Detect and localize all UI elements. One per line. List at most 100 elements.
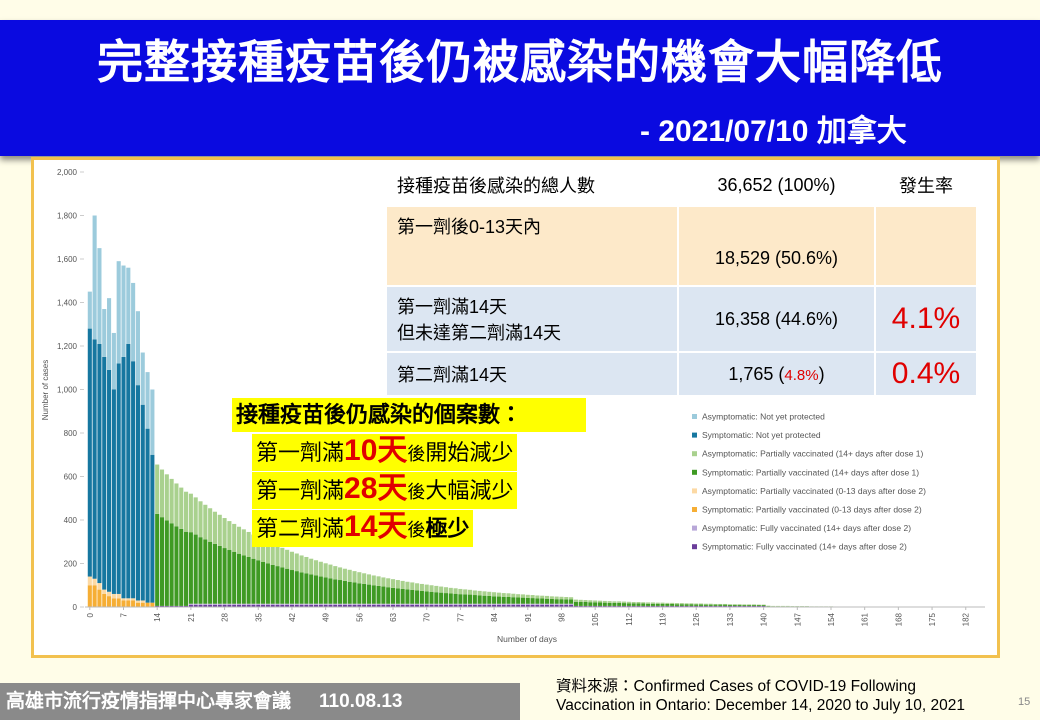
bar-segment (655, 605, 660, 607)
bar-segment (578, 605, 583, 607)
bar-segment (246, 531, 251, 557)
bar-segment (674, 605, 680, 607)
bar-segment (511, 597, 516, 604)
text: 開始減少 (425, 440, 514, 465)
bar-segment (520, 604, 526, 607)
legend-swatch (692, 469, 697, 475)
bar-segment (602, 602, 607, 606)
bar-segment (708, 604, 713, 606)
bar-segment (198, 537, 203, 604)
bar-segment (280, 604, 285, 607)
bar-segment (208, 604, 213, 607)
bar-segment (97, 343, 102, 584)
count: ) (818, 363, 825, 384)
x-tick-label: 49 (322, 612, 331, 621)
bar-segment (347, 569, 352, 582)
slide-title: 完整接種疫苗後仍被感染的機會大幅降低 (97, 36, 943, 88)
bar-segment (116, 363, 121, 594)
bar-segment (203, 504, 208, 540)
bar-segment (419, 583, 424, 591)
bar-segment (208, 508, 213, 542)
bar-segment (506, 603, 511, 605)
bar-segment (646, 602, 651, 604)
legend-swatch (692, 432, 697, 438)
x-tick-label: 63 (389, 612, 398, 621)
emphasis: 10天 (344, 434, 408, 467)
bar-segment (506, 596, 511, 604)
bar-segment (732, 604, 737, 605)
bar-segment (169, 478, 174, 524)
bar-segment (496, 603, 501, 605)
bar-segment (631, 603, 636, 606)
bar-segment (443, 587, 449, 594)
bar-segment (328, 564, 333, 579)
bar-segment (405, 603, 410, 605)
bar-segment (434, 603, 439, 605)
y-axis-label: Number of cases (41, 360, 50, 420)
bar-segment (742, 604, 747, 606)
bar-segment (289, 570, 294, 604)
bar-segment (198, 604, 203, 607)
highlight-line: 第一劑滿28天後大幅減少 (252, 472, 518, 509)
bar-segment (544, 604, 550, 607)
bar-segment (588, 602, 593, 606)
bar-segment (338, 567, 343, 581)
bar-segment (107, 298, 112, 370)
bar-segment (376, 585, 381, 604)
bar-segment (650, 605, 655, 607)
bar-segment (179, 605, 184, 607)
bar-segment (747, 605, 752, 606)
bar-segment (347, 581, 352, 604)
bar-segment (265, 563, 270, 604)
bar-segment (439, 603, 444, 605)
bar-segment (434, 585, 439, 593)
bar-segment (636, 603, 641, 606)
bar-segment (530, 595, 535, 599)
row-count: 16,358 (44.6%) (677, 285, 876, 353)
bar-segment (607, 602, 612, 606)
bar-segment (352, 571, 357, 583)
bar-segment (670, 602, 675, 604)
bar-segment (227, 550, 232, 604)
bar-segment (390, 579, 396, 588)
legend-label: Asymptomatic: Not yet protected (702, 412, 825, 422)
bar-segment (520, 594, 526, 598)
bar-segment (366, 604, 372, 607)
bar-segment (159, 605, 165, 607)
bar-segment (559, 604, 564, 607)
bar-segment (366, 603, 372, 605)
bar-segment (429, 604, 434, 607)
bar-segment (646, 603, 651, 606)
bar-segment (564, 599, 569, 604)
bar-segment (261, 604, 266, 607)
table-header: 接種疫苗後感染的總人數 36,652 (100%) 發生率 (385, 163, 978, 207)
bar-segment (650, 603, 655, 606)
row-label: 第一劑後0-13天內 (385, 205, 679, 287)
bar-segment (549, 604, 554, 607)
bar-segment (338, 603, 343, 605)
bar-segment (641, 602, 646, 604)
bar-segment (376, 604, 381, 607)
bar-segment (371, 604, 376, 607)
legend-label: Asymptomatic: Partially vaccinated (0-13… (702, 486, 926, 496)
bar-segment (241, 529, 246, 556)
x-tick-label: 77 (456, 612, 465, 621)
bar-segment (646, 605, 651, 607)
bar-segment (458, 594, 463, 604)
bar-segment (270, 543, 275, 565)
bar-segment (410, 582, 415, 590)
bar-segment (227, 604, 232, 607)
legend-label: Symptomatic: Partially vaccinated (14+ d… (702, 467, 919, 477)
row-rate: 0.4% (874, 351, 978, 397)
bar-segment (424, 603, 429, 605)
bar-segment (97, 248, 102, 344)
table-row: 第二劑滿14天 1,765 (4.8%) 0.4% (385, 351, 978, 397)
bar-segment (573, 599, 578, 602)
bar-segment (756, 605, 761, 606)
bar-segment (482, 595, 487, 604)
bar-segment (588, 605, 593, 607)
bar-segment (198, 603, 203, 605)
bar-segment (756, 605, 761, 607)
bar-segment (660, 602, 665, 604)
bar-segment (159, 469, 165, 518)
